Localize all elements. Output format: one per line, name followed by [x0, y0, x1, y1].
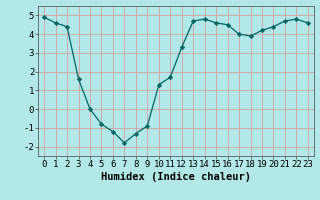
X-axis label: Humidex (Indice chaleur): Humidex (Indice chaleur) — [101, 172, 251, 182]
